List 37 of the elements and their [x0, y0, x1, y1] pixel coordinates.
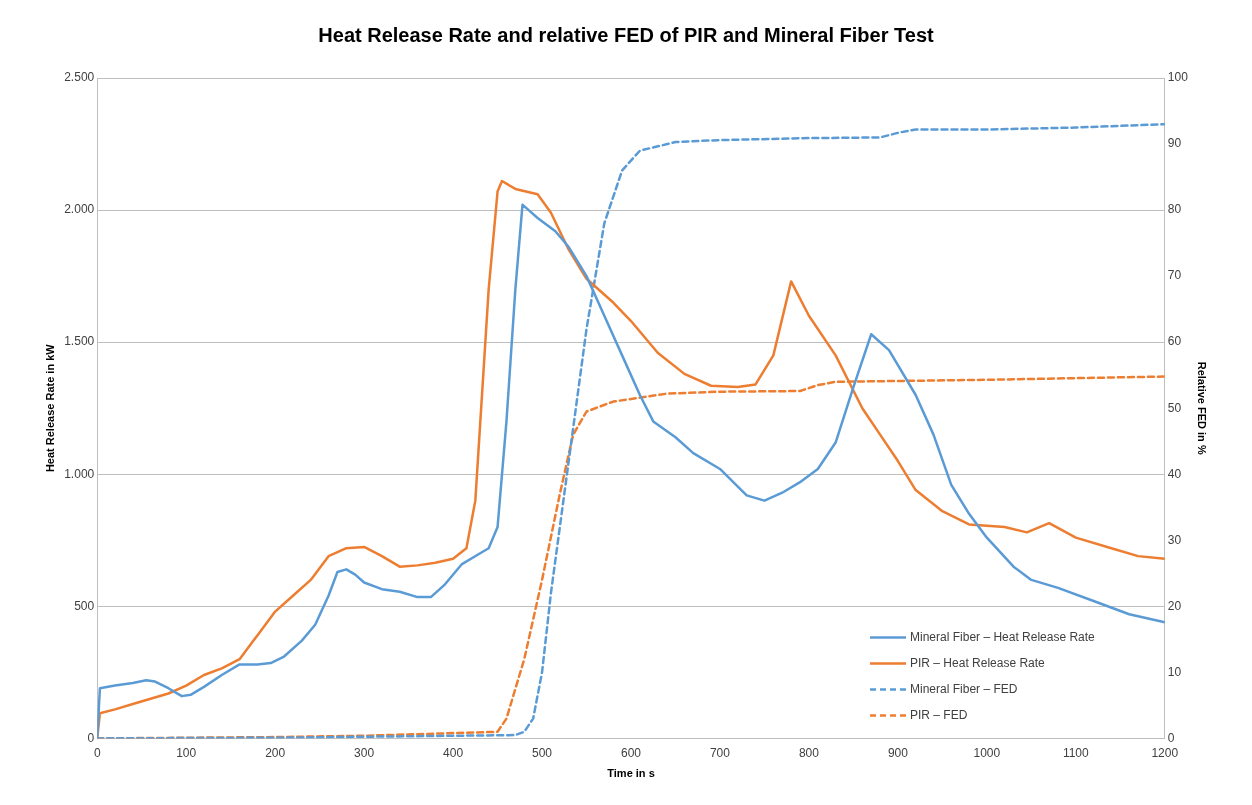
- y-tick-label: 2.000: [64, 202, 95, 217]
- y-tick-label: 1.500: [64, 334, 95, 349]
- x-tick-label: 600: [620, 745, 642, 760]
- y-tick-label: 2.500: [64, 70, 95, 85]
- x-tick-label: 900: [887, 745, 909, 760]
- x-tick-label: 1200: [1151, 745, 1179, 760]
- y2-tick-label: 20: [1167, 598, 1182, 613]
- y2-tick-label: 60: [1167, 334, 1182, 349]
- x-tick-label: 1000: [973, 745, 1001, 760]
- y-axis-title: Heat Release Rate in kW: [43, 343, 56, 473]
- y2-tick-label: 40: [1167, 466, 1182, 481]
- y-tick-label: 1.000: [64, 466, 95, 481]
- x-tick-label: 1100: [1062, 745, 1090, 760]
- y2-tick-label: 80: [1167, 202, 1182, 217]
- legend-label: Mineral Fiber – FED: [910, 681, 1018, 696]
- chart-title: Heat Release Rate and relative FED of PIR and Mineral Fiber Test: [318, 23, 935, 46]
- y-tick-label: 500: [74, 598, 95, 613]
- y2-tick-label: 100: [1167, 70, 1189, 85]
- legend-label: PIR – FED: [910, 707, 968, 722]
- y2-tick-label: 30: [1167, 532, 1182, 547]
- x-tick-label: 800: [798, 745, 820, 760]
- x-axis-title: Time in s: [607, 767, 655, 780]
- y2-tick-label: 90: [1167, 136, 1182, 151]
- x-tick-label: 100: [176, 745, 197, 760]
- legend-label: Mineral Fiber – Heat Release Rate: [910, 629, 1096, 644]
- y2-axis-title: Relative FED in %: [1196, 361, 1209, 455]
- x-tick-label: 200: [265, 745, 286, 760]
- x-tick-label: 700: [709, 745, 731, 760]
- legend-label: PIR – Heat Release Rate: [910, 655, 1046, 670]
- x-tick-label: 400: [443, 745, 464, 760]
- y2-tick-label: 70: [1167, 268, 1182, 283]
- y2-tick-label: 10: [1167, 664, 1182, 679]
- x-tick-label: 500: [532, 745, 553, 760]
- y2-tick-label: 50: [1167, 400, 1182, 415]
- x-tick-label: 300: [354, 745, 375, 760]
- y2-tick-label: 0: [1167, 730, 1175, 745]
- y-tick-label: 0: [87, 730, 95, 745]
